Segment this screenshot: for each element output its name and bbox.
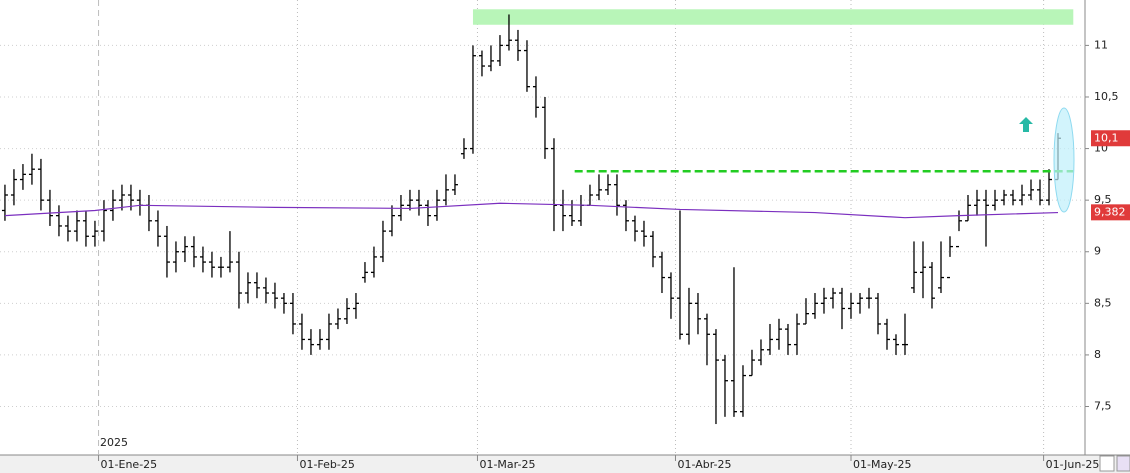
y-tick-label: 9,5 — [1094, 193, 1112, 206]
y-tick-label: 7,5 — [1094, 400, 1112, 413]
year-label: 2025 — [100, 436, 128, 449]
price-label-box — [1091, 130, 1130, 147]
x-tick-label: 01-Jun-25 — [1046, 458, 1100, 471]
y-tick-label: 10,5 — [1094, 90, 1119, 103]
highlight-ellipse — [1053, 107, 1075, 213]
x-tick-label: 01-Mar-25 — [479, 458, 535, 471]
x-tick-label: 01-Abr-25 — [677, 458, 731, 471]
x-axis-strip — [0, 455, 1130, 473]
y-tick-label: 8,5 — [1094, 296, 1112, 309]
y-tick-label: 11 — [1094, 38, 1108, 51]
price-label: 9,382 — [1094, 205, 1126, 218]
plot — [0, 0, 1089, 455]
y-tick-label: 8 — [1094, 348, 1101, 361]
toolbar-button[interactable] — [1116, 455, 1130, 472]
x-tick-label: 01-Ene-25 — [101, 458, 158, 471]
up-arrow — [1019, 117, 1033, 132]
moving-average — [4, 202, 1059, 219]
band — [472, 9, 1074, 25]
y-tick-label: 9 — [1094, 245, 1101, 258]
x-tick-label: 01-Feb-25 — [299, 458, 354, 471]
x-tick-label: 01-May-25 — [853, 458, 911, 471]
toolbar-button[interactable] — [1099, 455, 1115, 472]
price-label: 10,1 — [1094, 131, 1119, 144]
price-label-box — [1091, 204, 1130, 221]
